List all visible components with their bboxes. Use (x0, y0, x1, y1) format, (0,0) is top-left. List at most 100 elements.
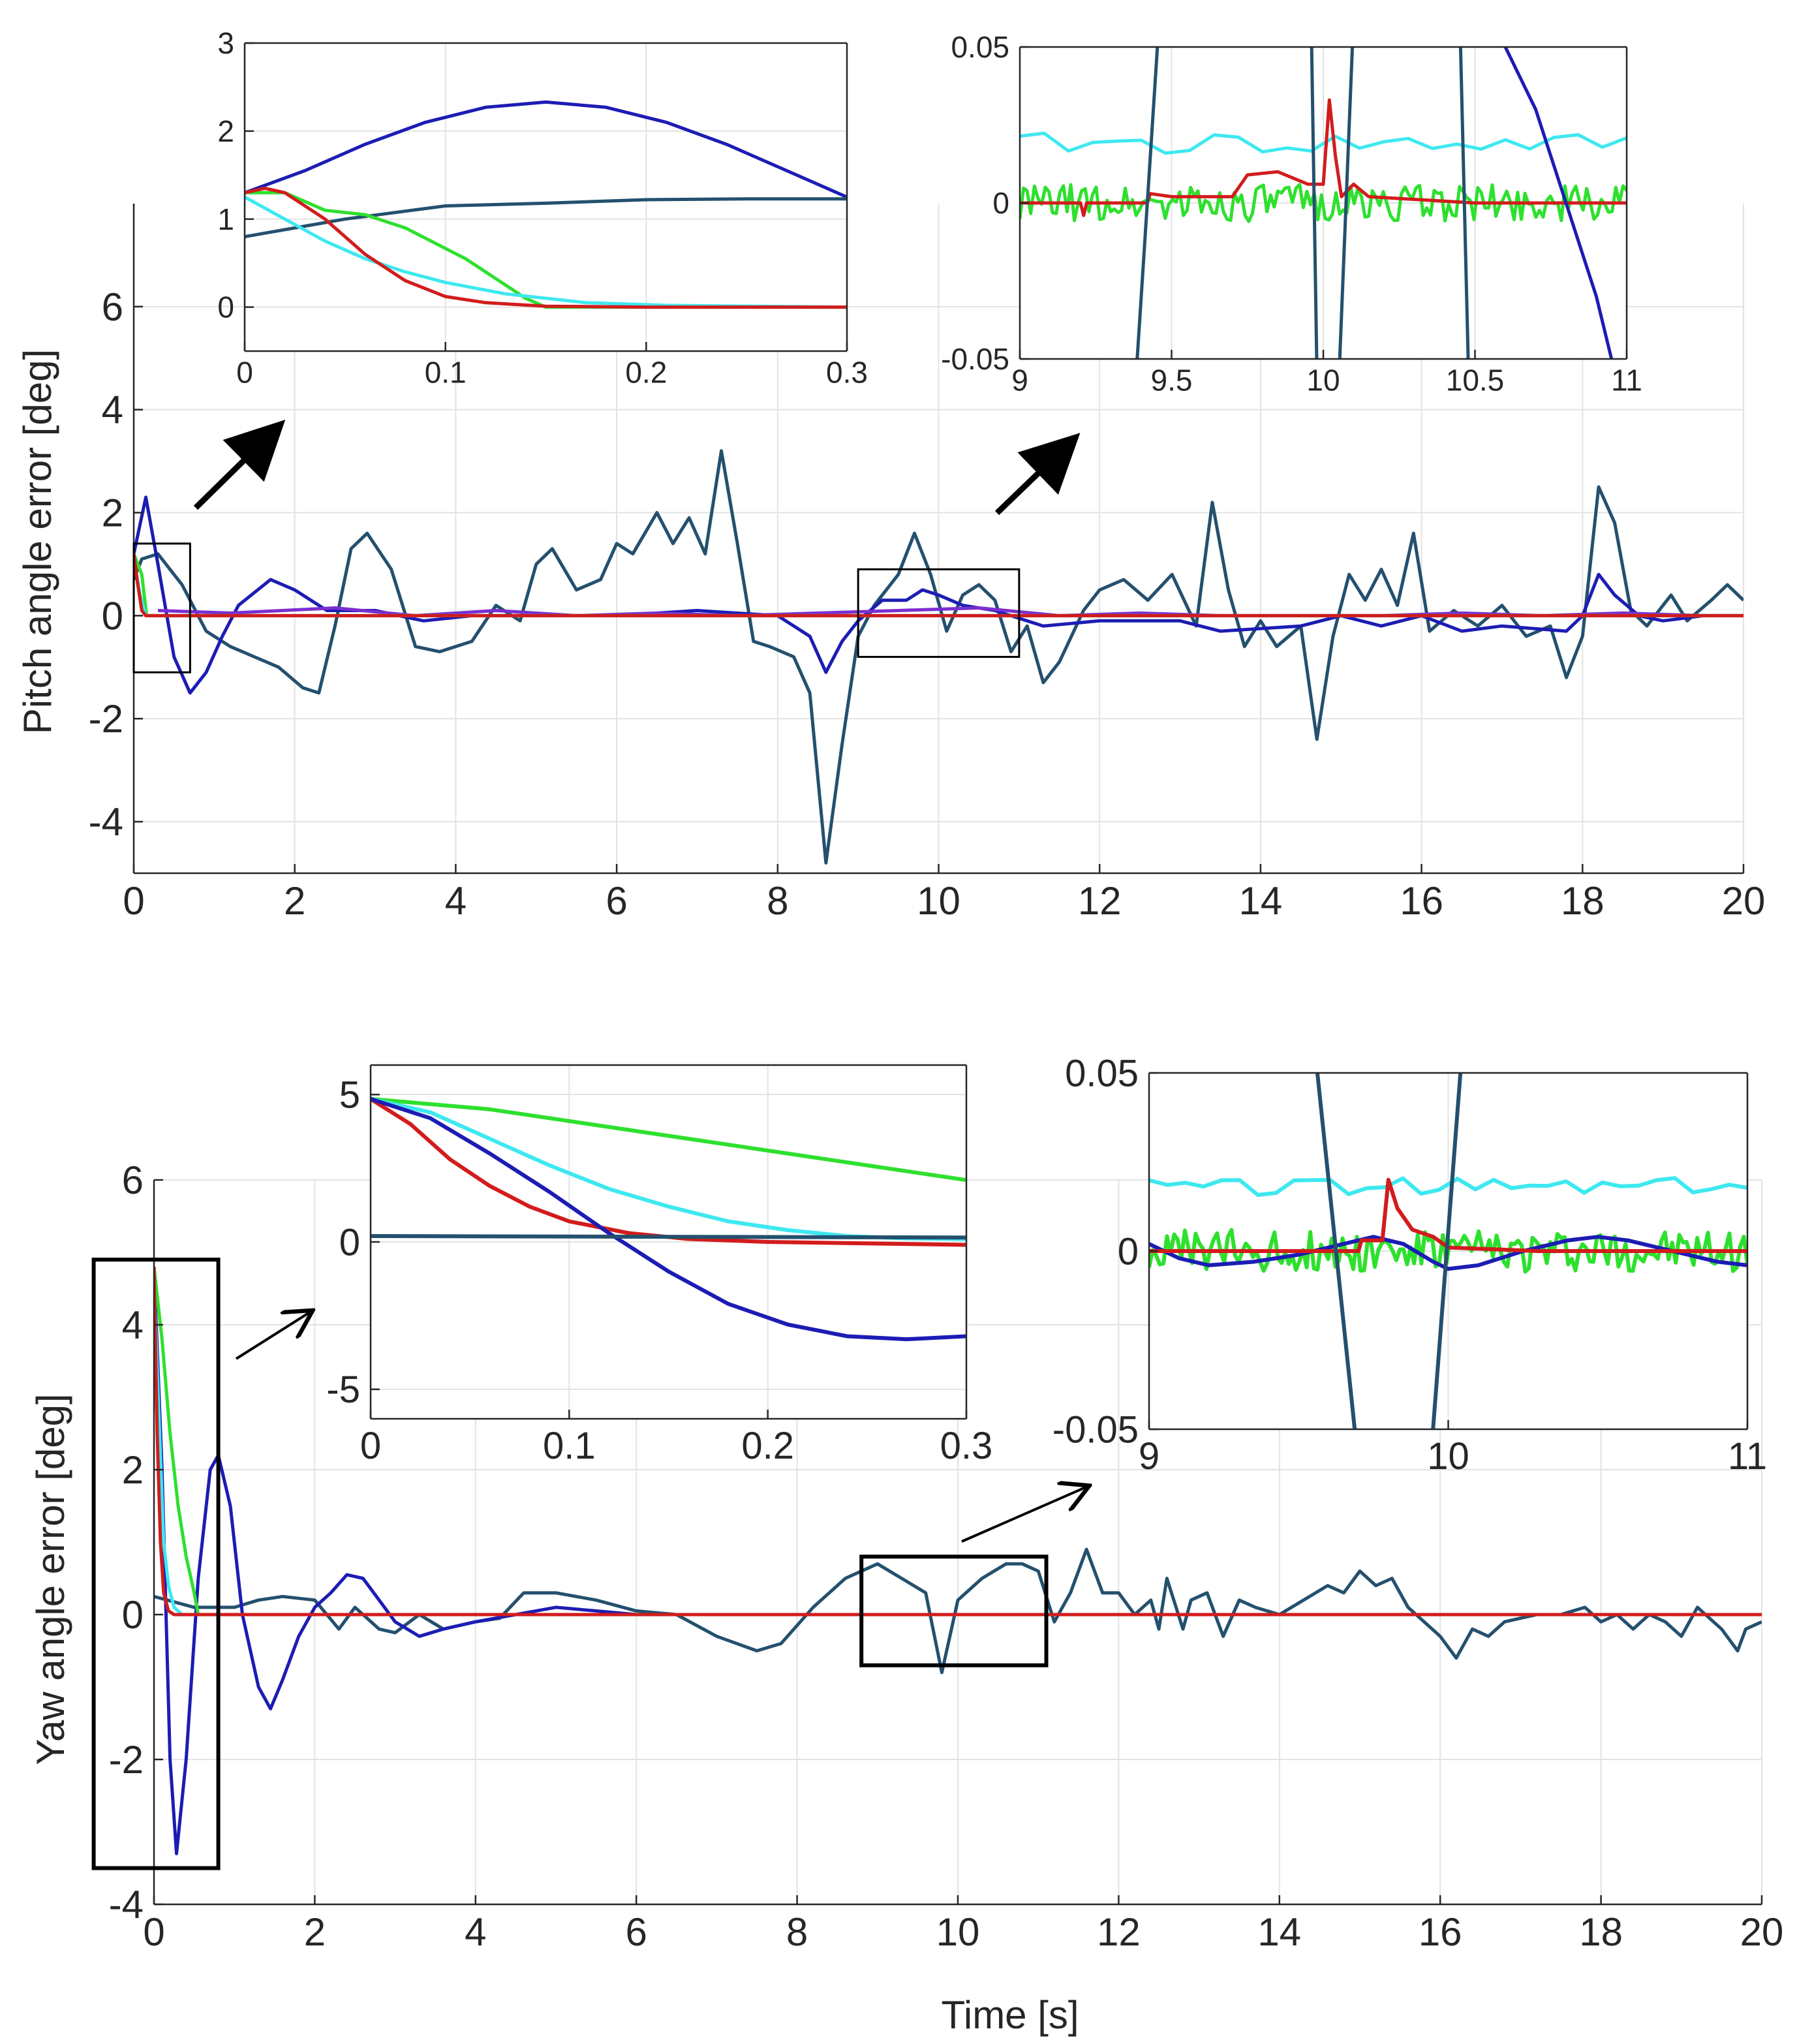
y-tick-label: -5 (326, 1369, 360, 1411)
yaw-arrow-left (235, 1312, 311, 1360)
series-dark-teal (134, 449, 1743, 865)
y-tick-label: 1 (217, 202, 234, 236)
pitch-arrow-left (193, 420, 286, 510)
x-tick-label: 0.1 (425, 355, 467, 389)
x-tick-label: 8 (786, 1910, 808, 1954)
y-tick-label: -2 (109, 1738, 144, 1782)
series-cyan (1020, 131, 1627, 155)
y-tick-label: 0 (339, 1221, 360, 1263)
x-tick-label: 2 (284, 879, 305, 923)
x-tick-label: 10 (936, 1910, 980, 1954)
zoom-box (91, 1258, 221, 1870)
x-tick-label: 4 (465, 1910, 486, 1954)
series-green (1020, 183, 1627, 223)
x-tick-label: 9 (1139, 1435, 1160, 1478)
x-tick-label: 0.3 (826, 355, 868, 389)
x-tick-label: 20 (1722, 879, 1766, 923)
x-tick-label: 18 (1579, 1910, 1623, 1954)
y-tick-label: -2 (89, 697, 123, 741)
yaw-arrow-right (961, 1487, 1087, 1543)
y-tick-label: 0.05 (951, 30, 1009, 64)
y-tick-label: 4 (122, 1303, 144, 1347)
y-tick-label: -4 (109, 1883, 144, 1927)
x-tick-label: 0 (236, 355, 253, 389)
series-group (154, 1266, 1762, 1855)
x-tick-label: 0 (360, 1425, 381, 1467)
series-group (1020, 47, 1627, 359)
series-red (154, 1267, 1762, 1617)
x-tick-label: 20 (1740, 1910, 1784, 1954)
x-tick-label: 6 (626, 1910, 647, 1954)
y-tick-label: 0 (217, 290, 234, 324)
x-tick-label: 10.5 (1446, 363, 1505, 397)
x-tick-label: 18 (1561, 879, 1605, 923)
x-tick-label: 16 (1400, 879, 1443, 923)
y-tick-label: 6 (122, 1158, 144, 1202)
series-dark-teal (245, 197, 847, 239)
x-tick-label: 0 (123, 879, 144, 923)
y-tick-label: 0 (992, 186, 1009, 220)
series-group (134, 449, 1743, 865)
y-tick-label: 2 (217, 114, 234, 148)
series-blue (245, 100, 847, 199)
series-group (245, 100, 847, 309)
series-green (371, 1096, 966, 1183)
series-blue (371, 1097, 966, 1342)
x-tick-label: 8 (767, 879, 788, 923)
series-red (134, 553, 1743, 617)
y-tick-label: -4 (89, 800, 123, 844)
x-tick-label: 2 (304, 1910, 326, 1954)
series-group (371, 1096, 966, 1342)
y-tick-label: 3 (217, 26, 234, 60)
x-tick-label: 0.2 (625, 355, 667, 389)
pitch-inset-right-chart: 9 9.5 10 10.5 11 -0.05 0 0.05 (941, 30, 1642, 397)
y-tick-label: 0 (122, 1593, 144, 1637)
yaw-inset-right-chart: 9 10 11 -0.05 0 0.05 (1052, 1052, 1767, 1478)
x-tick-label: 9 (1011, 363, 1028, 397)
series-group (1149, 1073, 1747, 1429)
x-tick-label: 0.3 (940, 1425, 993, 1467)
zoom-box (859, 1555, 1049, 1667)
x-tick-label: 14 (1257, 1910, 1301, 1954)
yaw-inset-left-chart: 0 0.1 0.2 0.3-505 (326, 1064, 993, 1467)
x-tick-label: 11 (1611, 363, 1642, 397)
series-cyan (1149, 1176, 1747, 1197)
zoom-box (132, 542, 191, 674)
x-tick-label: 0.1 (543, 1425, 596, 1467)
series-dark-teal (1315, 1073, 1463, 1429)
x-tick-label: 12 (1078, 879, 1122, 923)
pitch-ylabel: Pitch angle error [deg] (16, 349, 59, 734)
y-tick-label: 0 (102, 594, 123, 638)
series-red (1020, 98, 1627, 217)
y-tick-label: 6 (102, 285, 123, 329)
x-tick-label: 12 (1097, 1910, 1141, 1954)
x-tick-label: 9.5 (1151, 363, 1193, 397)
y-tick-label: -0.05 (941, 342, 1009, 376)
yaw-ylabel: Yaw angle error [deg] (29, 1393, 72, 1765)
x-tick-label: 10 (1306, 363, 1340, 397)
x-tick-label: 4 (445, 879, 467, 923)
series-blue (134, 495, 1743, 695)
series-red (245, 187, 847, 309)
series-cyan (245, 195, 847, 309)
pitch-arrow-right (994, 433, 1081, 516)
x-tick-label: 10 (1427, 1435, 1469, 1478)
series-blue (1503, 47, 1614, 359)
yaw-xlabel: Time [s] (941, 1993, 1079, 2037)
series-red (1149, 1177, 1747, 1253)
series-red (371, 1097, 966, 1247)
x-tick-label: 16 (1419, 1910, 1462, 1954)
x-tick-label: 0 (143, 1910, 164, 1954)
series-blue (1149, 1235, 1747, 1271)
x-tick-label: 14 (1239, 879, 1283, 923)
zoom-box (857, 568, 1021, 658)
y-tick-label: 0.05 (1065, 1052, 1139, 1094)
series-green (154, 1266, 1762, 1617)
y-tick-label: 2 (102, 491, 123, 535)
pitch-inset-left-chart: 0 0.1 0.2 0.3 0 1 2 3 (217, 26, 868, 389)
y-tick-label: 4 (102, 388, 123, 432)
x-tick-label: 0.2 (741, 1425, 794, 1467)
y-tick-label: 5 (339, 1074, 360, 1116)
x-tick-label: 6 (606, 879, 627, 923)
